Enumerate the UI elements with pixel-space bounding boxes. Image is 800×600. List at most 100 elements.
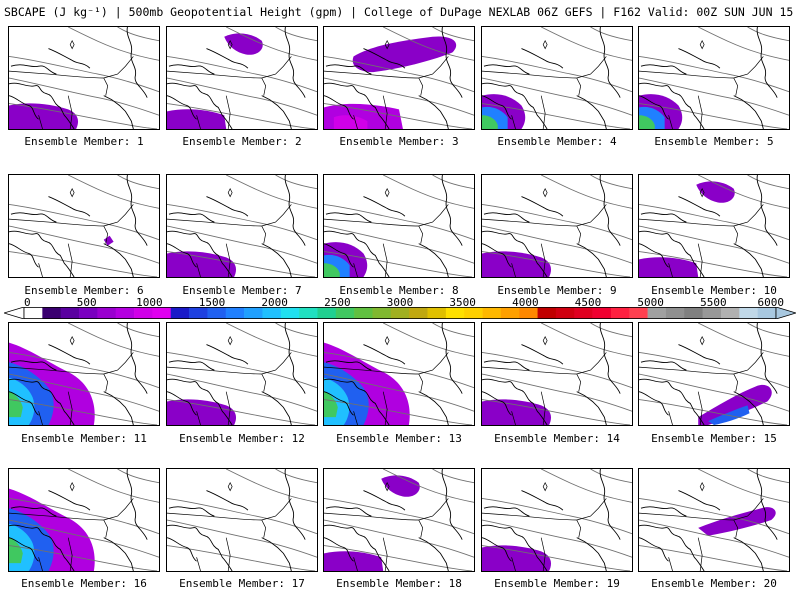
island-marker [69,481,75,492]
state-borders [639,498,764,571]
height-contour [482,77,632,116]
colorbar-swatch [372,307,392,319]
colorbar-swatch [244,307,263,319]
colorbar-swatch [610,307,630,319]
height-contour [226,27,317,61]
coastline [482,323,621,425]
ensemble-member-map [481,174,633,278]
state-borders [482,204,607,277]
ensemble-member-map [323,468,475,572]
state-borders [9,56,134,129]
coastline [639,27,778,129]
colorbar-swatch [207,307,227,319]
island-marker [69,39,75,50]
height-contour [639,519,789,558]
cape-shading [381,475,420,497]
height-contour [482,373,632,412]
height-contour [383,323,474,357]
colorbar-swatch [629,307,648,319]
height-contour [68,469,159,503]
colorbar-swatch [739,307,758,319]
ensemble-member-label: Ensemble Member: 12 [179,432,305,445]
cape-shading [698,384,772,425]
ensemble-member-label: Ensemble Member: 16 [21,577,147,590]
colorbar-swatch [702,307,722,319]
coastline [639,469,778,571]
height-contour [324,519,474,558]
cape-shading [482,251,552,277]
height-contour [639,251,788,277]
height-contour [324,399,473,425]
island-marker [227,39,233,50]
height-contour [590,469,632,484]
map-canvas [639,27,789,129]
colorbar-tick-label: 4000 [512,296,539,309]
map-canvas [482,175,632,277]
height-contour [639,545,788,571]
ensemble-member-label: Ensemble Member: 11 [21,432,147,445]
ensemble-member-map [481,26,633,130]
colorbar-swatch [170,307,190,319]
height-contour [747,175,789,190]
height-contour [68,323,159,357]
ensemble-member-label: Ensemble Member: 9 [497,284,617,297]
coastline [482,27,621,129]
colorbar-tick-label: 4500 [574,296,602,309]
colorbar-swatch [134,307,153,319]
colorbar-swatch [299,307,318,319]
height-contour [324,545,473,571]
ensemble-member-map [638,174,790,278]
height-contour [639,77,789,116]
cape-shading [698,507,776,536]
island-marker [699,39,705,50]
coastline [9,175,148,277]
colorbar-tick-label: 0 [24,296,31,309]
height-contour [324,373,474,412]
height-contour [117,27,159,42]
height-contour [226,323,317,357]
height-contour [639,373,789,412]
map-canvas [167,323,317,425]
height-contour [482,103,631,129]
height-contour [698,27,789,61]
map-canvas [9,469,159,571]
colorbar-swatch [189,307,208,319]
ensemble-member-map [166,322,318,426]
colorbar-tick-label: 2000 [261,296,288,309]
height-contour [432,323,474,338]
colorbar-swatch [152,307,172,319]
colorbar-tick-label: 500 [76,296,97,309]
ensemble-member-label: Ensemble Member: 14 [494,432,620,445]
coastline [482,175,621,277]
island-marker [699,187,705,198]
height-contour [590,27,632,42]
island-marker [542,187,548,198]
island-marker [699,481,705,492]
ensemble-member-map [481,468,633,572]
height-contour [698,175,789,209]
ensemble-member-map [8,26,160,130]
height-contour [226,175,317,209]
state-borders [167,56,292,129]
colorbar-swatch [647,307,667,319]
colorbar-swatch [335,307,355,319]
height-contour [167,225,317,264]
height-contour [639,103,788,129]
coastline [9,323,148,425]
ensemble-member-label: Ensemble Member: 10 [651,284,777,297]
ensemble-member-label: Ensemble Member: 8 [339,284,459,297]
colorbar-swatch [42,307,61,319]
colorbar-max-arrow [775,307,796,319]
height-contour [9,251,158,277]
island-marker [227,187,233,198]
height-contour [639,399,788,425]
height-contour [698,469,789,503]
island-marker [542,335,548,346]
map-canvas [639,175,789,277]
colorbar-tick-label: 3000 [386,296,414,309]
map-canvas [324,323,474,425]
state-borders [324,352,449,425]
coastline [639,175,778,277]
coastline [167,27,306,129]
ensemble-member-map [166,174,318,278]
